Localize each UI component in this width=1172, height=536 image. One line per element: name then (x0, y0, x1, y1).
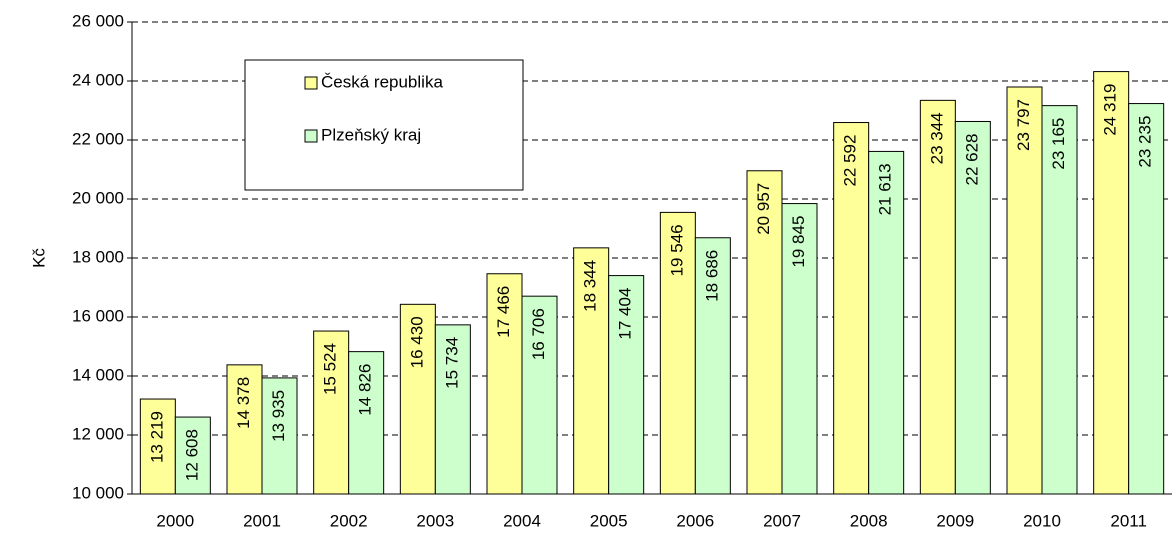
bar (781, 203, 818, 495)
x-tick-label: 2009 (936, 511, 974, 530)
legend-label: Plzeňský kraj (321, 125, 421, 144)
data-label: 16 430 (407, 316, 426, 368)
data-label: 15 734 (442, 337, 461, 389)
y-tick-label: 26 000 (72, 11, 124, 30)
bar (746, 170, 783, 495)
y-tick-label: 20 000 (72, 188, 124, 207)
x-tick-label: 2000 (156, 511, 194, 530)
bar (573, 247, 610, 495)
data-label: 24 319 (1101, 84, 1120, 136)
x-tick-label: 2005 (590, 511, 628, 530)
y-axis-label: Kč (29, 248, 48, 268)
bar (226, 364, 263, 495)
data-label: 23 165 (1049, 118, 1068, 170)
y-tick-label: 12 000 (72, 424, 124, 443)
bar (348, 351, 385, 495)
data-label: 14 378 (234, 377, 253, 429)
y-tick-label: 22 000 (72, 129, 124, 148)
legend-label: Česká republika (321, 72, 443, 91)
x-tick-label: 2003 (416, 511, 454, 530)
y-tick-label: 24 000 (72, 70, 124, 89)
y-tick-label: 10 000 (72, 483, 124, 502)
data-label: 18 686 (702, 250, 721, 302)
bar (313, 330, 350, 495)
data-label: 19 845 (789, 216, 808, 268)
data-label: 17 466 (494, 286, 513, 338)
bar (659, 211, 696, 495)
x-tick-label: 2002 (330, 511, 368, 530)
data-label: 13 219 (147, 411, 166, 463)
bar (694, 237, 731, 495)
x-tick-label: 2010 (1023, 511, 1061, 530)
data-label: 22 592 (841, 135, 860, 187)
x-tick-label: 2001 (243, 511, 281, 530)
bar (868, 150, 905, 495)
data-label: 22 628 (962, 133, 981, 185)
bar (1006, 86, 1043, 495)
bar (139, 398, 176, 495)
data-label: 23 797 (1014, 99, 1033, 151)
bar (833, 122, 870, 495)
x-tick-label: 2008 (850, 511, 888, 530)
y-tick-label: 16 000 (72, 306, 124, 325)
bar (174, 416, 211, 495)
data-label: 20 957 (754, 183, 773, 235)
data-label: 19 546 (667, 224, 686, 276)
bar (521, 295, 558, 495)
data-label: 18 344 (581, 260, 600, 312)
bar (1128, 103, 1165, 495)
bar (608, 275, 645, 495)
legend-swatch (304, 129, 318, 143)
y-tick-label: 18 000 (72, 247, 124, 266)
bar (486, 273, 523, 495)
legend-swatch (304, 76, 318, 90)
data-label: 12 608 (182, 429, 201, 481)
data-label: 23 344 (927, 112, 946, 164)
data-label: 15 524 (321, 343, 340, 395)
data-label: 13 935 (269, 390, 288, 442)
legend (244, 59, 524, 191)
bar (1041, 105, 1078, 495)
y-tick-label: 14 000 (72, 365, 124, 384)
x-tick-label: 2007 (763, 511, 801, 530)
bar (261, 377, 298, 495)
bar (1093, 71, 1130, 495)
data-label: 17 404 (616, 288, 635, 340)
x-tick-label: 2011 (1110, 511, 1147, 530)
bar (919, 99, 956, 495)
data-label: 23 235 (1136, 116, 1155, 168)
data-label: 16 706 (529, 308, 548, 360)
data-label: 21 613 (876, 163, 895, 215)
bar (434, 324, 471, 495)
x-tick-label: 2004 (503, 511, 541, 530)
data-label: 14 826 (356, 364, 375, 416)
bar (954, 120, 991, 495)
x-tick-label: 2006 (676, 511, 714, 530)
